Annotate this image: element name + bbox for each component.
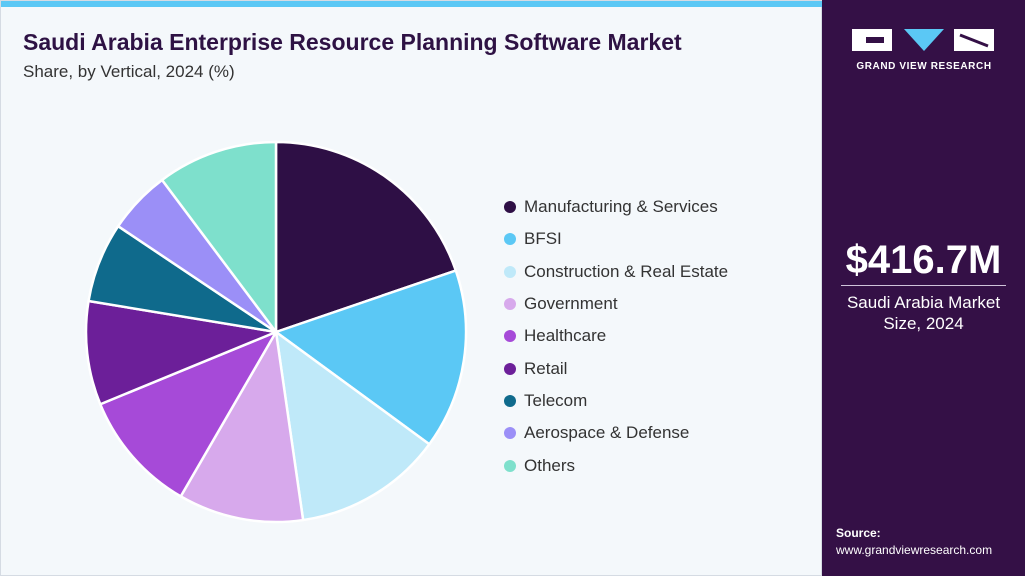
- legend-swatch: [504, 265, 516, 278]
- chart-panel: Saudi Arabia Enterprise Resource Plannin…: [0, 0, 823, 576]
- pie-slice-3: [179, 330, 305, 524]
- legend-item: BFSI: [504, 223, 728, 255]
- accent-bar: [1, 1, 823, 7]
- market-size-label-line2: Size, 2024: [883, 314, 964, 333]
- divider: [841, 285, 1006, 286]
- legend-swatch: [504, 394, 516, 407]
- legend-swatch: [504, 330, 516, 343]
- legend-item: Telecom: [504, 385, 728, 417]
- pie-slice-1: [274, 269, 468, 446]
- legend-label: Government: [524, 294, 618, 314]
- legend-swatch: [504, 427, 516, 440]
- legend-swatch: [504, 298, 516, 311]
- legend-item: Construction & Real Estate: [504, 256, 728, 288]
- market-size-label-line1: Saudi Arabia Market: [846, 293, 1001, 312]
- grand-view-research-logo: [852, 29, 994, 51]
- pie-slice-8: [160, 140, 278, 334]
- sidebar: GRAND VIEW RESEARCH $416.7M Saudi Arabia…: [822, 0, 1025, 576]
- legend-swatch: [504, 201, 516, 214]
- legend-swatch: [504, 233, 516, 246]
- pie-slice-5: [84, 299, 278, 406]
- chart-title: Saudi Arabia Enterprise Resource Plannin…: [23, 29, 682, 55]
- pie-slice-0: [274, 140, 458, 334]
- pie-slice-4: [99, 330, 278, 498]
- source-label: Source:: [836, 526, 881, 540]
- legend-item: Manufacturing & Services: [504, 191, 728, 223]
- legend-label: Manufacturing & Services: [524, 197, 718, 217]
- legend-item: Aerospace & Defense: [504, 417, 728, 449]
- legend-item: Others: [504, 449, 728, 481]
- legend: Manufacturing & Services BFSI Construction…: [504, 191, 728, 482]
- market-size-value: $416.7M: [845, 238, 1002, 282]
- brand-name: GRAND VIEW RESEARCH: [856, 61, 992, 72]
- legend-item: Government: [504, 288, 728, 320]
- market-size-label: Saudi Arabia Market Size, 2024: [822, 292, 1025, 334]
- legend-item: Retail: [504, 352, 728, 384]
- legend-label: Others: [524, 455, 576, 475]
- legend-swatch: [504, 362, 516, 375]
- pie-chart: [84, 140, 468, 524]
- legend-label: Aerospace & Defense: [524, 423, 690, 443]
- legend-swatch: [504, 459, 516, 472]
- source-url[interactable]: www.grandviewresearch.com: [836, 543, 993, 557]
- legend-label: Telecom: [524, 390, 588, 410]
- legend-label: Healthcare: [524, 326, 607, 346]
- legend-label: BFSI: [524, 229, 562, 249]
- legend-label: Retail: [524, 358, 568, 378]
- legend-label: Construction & Real Estate: [524, 261, 729, 281]
- chart-subtitle: Share, by Vertical, 2024 (%): [23, 62, 235, 81]
- legend-item: Healthcare: [504, 320, 728, 352]
- pie-slice-2: [274, 330, 431, 522]
